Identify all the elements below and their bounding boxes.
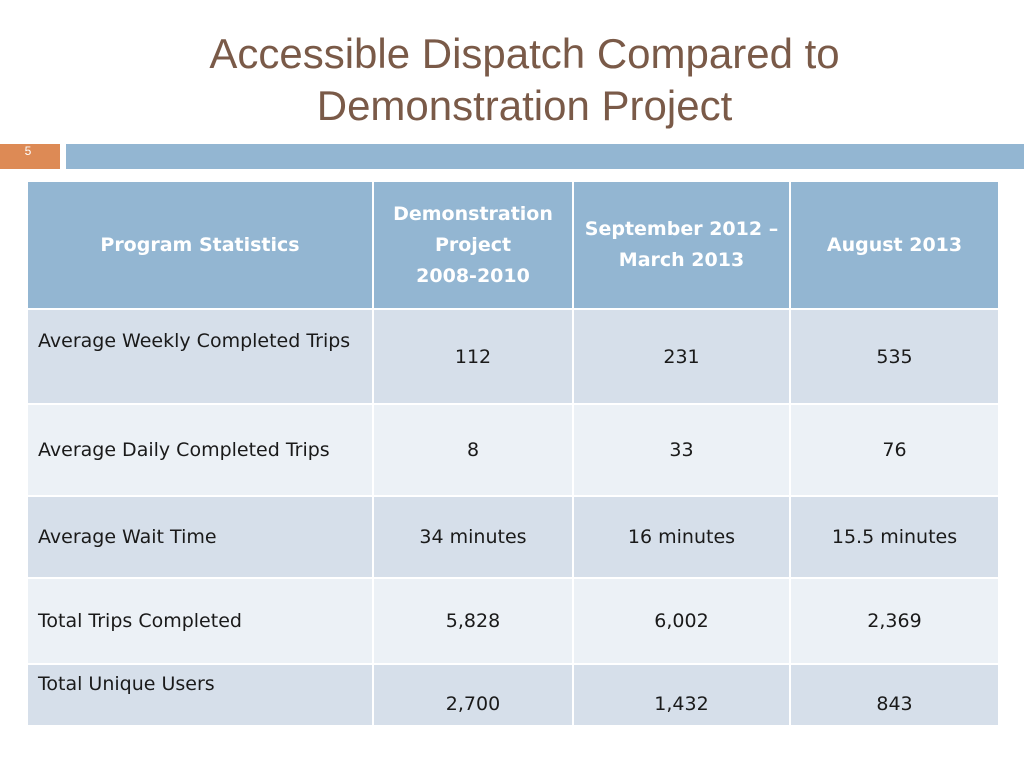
slide-title-line-2: Demonstration Project <box>316 82 733 129</box>
row-label: Total Trips Completed <box>26 577 374 665</box>
table-cell: 33 <box>572 403 791 497</box>
row-label: Average Weekly Completed Trips <box>26 308 374 405</box>
header-august-2013: August 2013 <box>789 180 1000 310</box>
slide-number-box: 5 <box>0 144 60 169</box>
slide-title-line-1: Accessible Dispatch Compared to <box>209 30 840 77</box>
table-cell: 843 <box>789 663 1000 727</box>
table-cell: 2,369 <box>789 577 1000 665</box>
header-sep-2012-mar-2013: September 2012 – March 2013 <box>572 180 791 310</box>
program-statistics-table: Program Statistics Demonstration Project… <box>26 180 1000 727</box>
header-program-statistics: Program Statistics <box>26 180 374 310</box>
table-cell: 16 minutes <box>572 495 791 579</box>
table-cell: 5,828 <box>372 577 574 665</box>
table-cell: 231 <box>572 308 791 405</box>
table-cell: 112 <box>372 308 574 405</box>
table-row: Average Weekly Completed Trips 112 231 5… <box>26 308 1000 405</box>
table-cell: 2,700 <box>372 663 574 727</box>
row-label: Average Wait Time <box>26 495 374 579</box>
table-cell: 8 <box>372 403 574 497</box>
table-row: Average Daily Completed Trips 8 33 76 <box>26 403 1000 497</box>
table-cell: 6,002 <box>572 577 791 665</box>
table-row: Total Unique Users 2,700 1,432 843 <box>26 663 1000 727</box>
slide-number: 5 <box>24 144 32 158</box>
header-demonstration-project: Demonstration Project 2008-2010 <box>372 180 574 310</box>
header-accent-bar <box>66 144 1024 169</box>
table-row: Total Trips Completed 5,828 6,002 2,369 <box>26 577 1000 665</box>
table-cell: 76 <box>789 403 1000 497</box>
row-label: Average Daily Completed Trips <box>26 403 374 497</box>
table-cell: 34 minutes <box>372 495 574 579</box>
table-header-row: Program Statistics Demonstration Project… <box>26 180 1000 310</box>
table-cell: 15.5 minutes <box>789 495 1000 579</box>
table-cell: 535 <box>789 308 1000 405</box>
table-row: Average Wait Time 34 minutes 16 minutes … <box>26 495 1000 579</box>
slide-title: Accessible Dispatch Compared to Demonstr… <box>0 28 1024 132</box>
table-cell: 1,432 <box>572 663 791 727</box>
row-label: Total Unique Users <box>26 663 374 727</box>
